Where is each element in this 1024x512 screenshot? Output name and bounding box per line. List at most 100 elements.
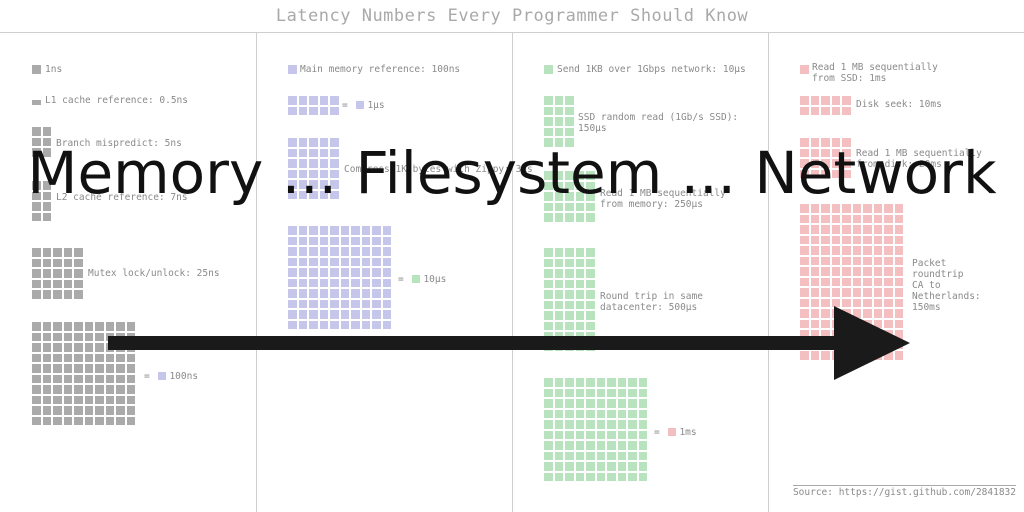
latency-block — [596, 378, 605, 387]
latency-block — [382, 278, 391, 287]
latency-block — [53, 416, 62, 425]
block-grid — [288, 138, 339, 199]
block-grid — [800, 96, 851, 115]
latency-block — [330, 278, 339, 287]
block-grid — [800, 65, 809, 74]
unit-block-icon — [356, 101, 365, 109]
equivalence-value: 10µs — [423, 274, 447, 285]
block-grid — [288, 65, 297, 74]
latency-block — [863, 204, 872, 213]
latency-block — [32, 406, 41, 415]
latency-block — [544, 279, 553, 288]
latency-block — [74, 374, 83, 383]
block-grid — [544, 65, 553, 74]
latency-block — [831, 246, 840, 255]
latency-block — [821, 351, 830, 360]
latency-block — [298, 289, 307, 298]
latency-block — [873, 309, 882, 318]
latency-block — [852, 214, 861, 223]
latency-block — [575, 181, 584, 190]
latency-block — [544, 181, 553, 190]
latency-block — [42, 191, 51, 200]
latency-block — [372, 310, 381, 319]
latency-block — [126, 395, 135, 404]
latency-block — [84, 332, 93, 341]
latency-block — [288, 226, 297, 235]
latency-block — [84, 353, 93, 362]
latency-block — [288, 247, 297, 256]
latency-block — [340, 268, 349, 277]
equivalence-label: = 10µs — [398, 274, 446, 285]
latency-block — [842, 148, 851, 157]
latency-block — [565, 117, 574, 126]
latency-block — [298, 268, 307, 277]
latency-block — [288, 268, 297, 277]
latency-block — [800, 204, 809, 213]
latency-block — [586, 248, 595, 257]
latency-block — [544, 171, 553, 180]
latency-block — [894, 288, 903, 297]
latency-block — [575, 213, 584, 222]
latency-block — [852, 267, 861, 276]
latency-block — [74, 269, 83, 278]
latency-block — [340, 310, 349, 319]
latency-label: Read 1 MB sequentially from memory: 250µ… — [600, 188, 726, 210]
latency-block — [873, 277, 882, 286]
latency-block — [53, 290, 62, 299]
latency-block — [565, 258, 574, 267]
latency-block — [32, 212, 41, 221]
latency-block — [628, 462, 637, 471]
latency-block — [32, 269, 41, 278]
latency-block — [884, 214, 893, 223]
latency-block — [607, 388, 616, 397]
latency-block — [330, 257, 339, 266]
latency-block — [95, 385, 104, 394]
latency-block — [800, 169, 809, 178]
latency-block — [596, 430, 605, 439]
latency-block — [42, 343, 51, 352]
latency-block — [800, 214, 809, 223]
latency-block — [42, 395, 51, 404]
latency-block — [372, 289, 381, 298]
latency-block — [554, 279, 563, 288]
latency-block — [831, 148, 840, 157]
latency-block — [810, 235, 819, 244]
latency-block — [372, 236, 381, 245]
latency-block — [309, 236, 318, 245]
latency-block — [586, 311, 595, 320]
latency-block — [53, 343, 62, 352]
latency-block — [95, 416, 104, 425]
latency-block — [330, 247, 339, 256]
latency-block — [810, 148, 819, 157]
latency-block — [309, 299, 318, 308]
equivalence-label: = 1ms — [654, 427, 697, 438]
latency-block — [607, 420, 616, 429]
latency-block — [298, 96, 307, 105]
latency-block — [800, 351, 809, 360]
latency-label: Send 1KB over 1Gbps network: 10µs — [557, 64, 746, 75]
latency-block — [852, 246, 861, 255]
latency-block — [63, 290, 72, 299]
latency-block — [298, 138, 307, 147]
latency-block — [361, 236, 370, 245]
latency-block — [105, 385, 114, 394]
latency-block — [554, 311, 563, 320]
latency-block — [544, 321, 553, 330]
equivalence-label: = 100ns — [144, 371, 198, 382]
latency-block — [821, 330, 830, 339]
latency-block — [894, 256, 903, 265]
latency-block — [288, 289, 297, 298]
latency-block — [575, 430, 584, 439]
latency-block — [95, 322, 104, 331]
latency-block — [351, 320, 360, 329]
latency-block — [351, 236, 360, 245]
equivalence-value: 100ns — [169, 371, 199, 382]
latency-block — [628, 430, 637, 439]
latency-block — [810, 277, 819, 286]
latency-block — [586, 472, 595, 481]
latency-block — [586, 290, 595, 299]
latency-block — [63, 385, 72, 394]
latency-block — [554, 399, 563, 408]
latency-block — [32, 385, 41, 394]
latency-block — [852, 225, 861, 234]
